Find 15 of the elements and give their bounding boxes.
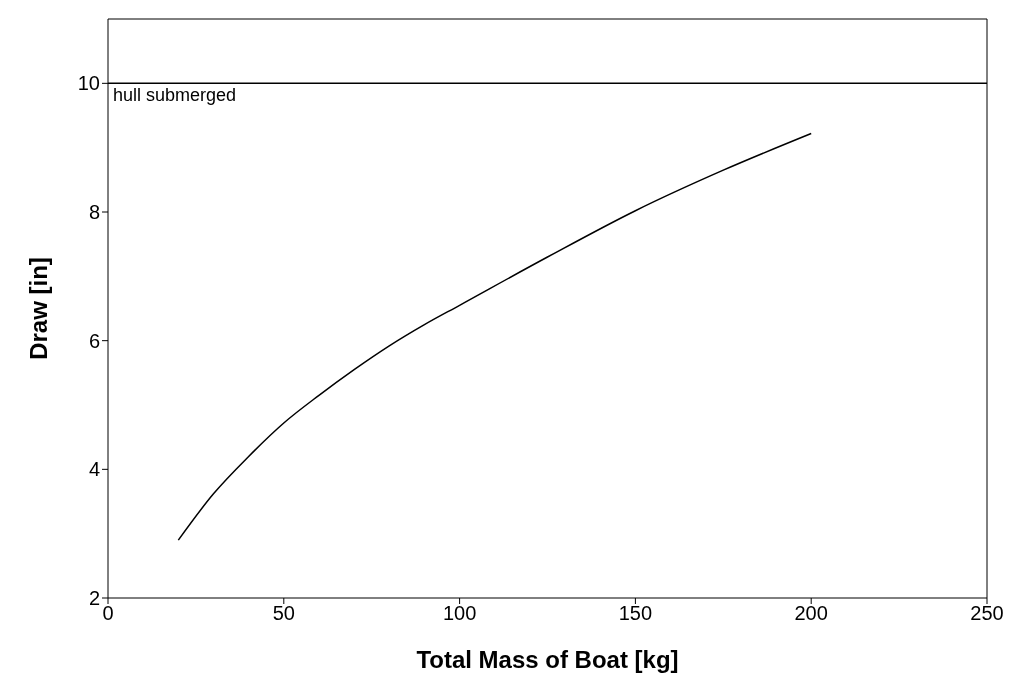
x-tick-label: 250 — [970, 602, 1004, 625]
x-axis-title: Total Mass of Boat [kg] — [416, 646, 679, 673]
line-series — [177, 132, 812, 541]
y-tick-label: 6 — [88, 329, 100, 352]
y-tick-label: 2 — [88, 587, 100, 610]
x-tick-label: 150 — [618, 602, 653, 625]
x-tick-label: 0 — [102, 602, 114, 625]
x-tick-label: 100 — [442, 602, 477, 625]
y-tick-label: 4 — [88, 458, 100, 481]
x-tick-label: 50 — [272, 602, 295, 625]
y-tick-label: 10 — [77, 72, 100, 95]
y-tick-label: 8 — [88, 201, 100, 224]
x-tick-label: 200 — [794, 602, 828, 625]
ref-line-label: hull submerged — [113, 85, 237, 106]
y-axis-title: Draw [in] — [24, 257, 52, 360]
